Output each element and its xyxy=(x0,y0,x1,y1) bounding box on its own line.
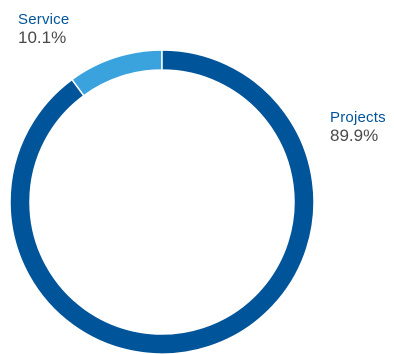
slice-value-service: 10.1% xyxy=(18,29,69,46)
slice-name-service: Service xyxy=(18,12,69,27)
slice-name-projects: Projects xyxy=(330,110,386,125)
slice-label-projects: Projects 89.9% xyxy=(330,110,386,144)
slice-value-projects: 89.9% xyxy=(330,127,386,144)
slice-label-service: Service 10.1% xyxy=(18,12,69,46)
slice-service xyxy=(72,50,162,96)
slice-projects xyxy=(10,50,314,354)
